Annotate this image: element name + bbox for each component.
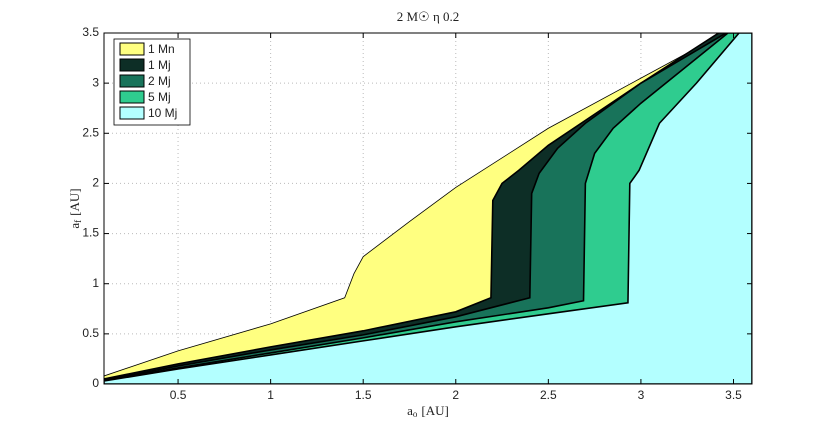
area: [104, 33, 752, 384]
y-tick-label: 3.5: [82, 25, 99, 39]
label-main: a: [407, 403, 413, 418]
label-main: a: [67, 223, 82, 229]
x-tick-label: 2.5: [540, 388, 557, 402]
y-tick-label: 0: [92, 376, 99, 390]
label-unit: [AU]: [421, 403, 448, 418]
label-sub: f: [73, 220, 83, 223]
y-tick-label: 2: [92, 176, 99, 190]
legend-label: 10 Mj: [148, 106, 177, 120]
legend-label: 2 Mj: [148, 74, 171, 88]
label-sub: o: [413, 409, 418, 419]
plot-frame: [103, 32, 753, 385]
axis-label: af [AU]: [67, 188, 83, 228]
label-unit: [AU]: [67, 188, 82, 215]
legend-label: 5 Mj: [148, 90, 171, 104]
x-tick-label: 3.5: [725, 388, 742, 402]
legend-swatch: [119, 74, 145, 88]
legend-swatch: [119, 90, 145, 104]
x-tick-label: 2: [452, 388, 459, 402]
y-tick-label: 1.5: [82, 226, 99, 240]
y-tick-label: 0.5: [82, 326, 99, 340]
x-tick-label: 1: [267, 388, 274, 402]
legend-swatch: [119, 42, 145, 56]
y-tick-label: 3: [92, 75, 99, 89]
legend-swatch: [119, 106, 145, 120]
y-tick-label: 2.5: [82, 125, 99, 139]
chart-title: 2 M☉ η 0.2: [397, 9, 460, 24]
legend-label: 1 Mj: [148, 58, 171, 72]
legend-label: 1 Mn: [148, 42, 175, 56]
x-tick-label: 1.5: [355, 388, 372, 402]
area: [104, 33, 752, 384]
legend-swatch: [119, 58, 145, 72]
x-tick-label: 3: [638, 388, 645, 402]
axis-label: ao [AU]: [407, 403, 449, 419]
y-tick-label: 1: [92, 276, 99, 290]
x-tick-label: 0.5: [170, 388, 187, 402]
areas: [104, 33, 752, 384]
